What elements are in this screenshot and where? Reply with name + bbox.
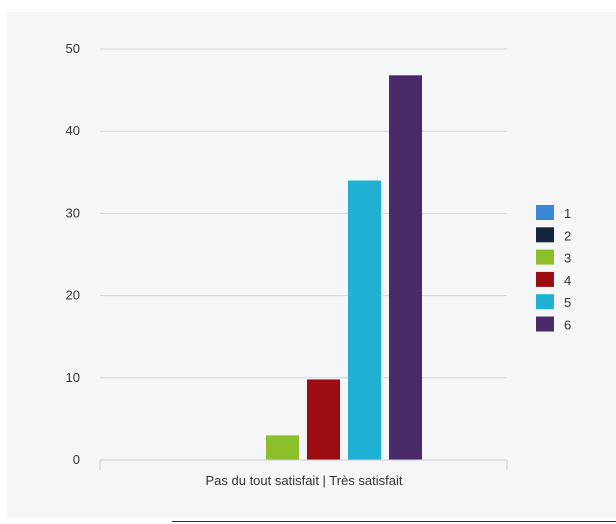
- legend-label-4: 4: [564, 273, 571, 288]
- bar-series-5: [348, 180, 381, 460]
- bar-series-3: [266, 435, 299, 460]
- y-tick-label: 40: [66, 123, 80, 138]
- y-tick-label: 10: [66, 370, 80, 385]
- y-tick-label: 30: [66, 205, 80, 220]
- legend: 1 2 3 4 5 6: [536, 205, 571, 333]
- y-axis-ticks: 0 10 20 30 40 50: [66, 41, 80, 467]
- legend-label-3: 3: [564, 251, 571, 266]
- legend-swatch-1: [536, 205, 554, 220]
- legend-label-6: 6: [564, 318, 571, 333]
- x-category-label: Pas du tout satisfait | Très satisfait: [205, 473, 402, 488]
- legend-swatch-6: [536, 316, 554, 332]
- y-tick-label: 50: [66, 41, 80, 56]
- y-tick-label: 20: [66, 288, 80, 303]
- legend-swatch-4: [536, 271, 554, 287]
- legend-swatch-5: [536, 294, 554, 310]
- bar-series-6: [389, 75, 422, 460]
- grid-lines: [100, 48, 507, 379]
- legend-label-5: 5: [564, 295, 571, 310]
- legend-label-2: 2: [564, 228, 571, 243]
- legend-swatch-2: [536, 227, 554, 243]
- x-axis: Pas du tout satisfait | Très satisfait: [99, 459, 508, 488]
- bar-series-4: [307, 379, 340, 460]
- legend-swatch-3: [536, 249, 554, 265]
- bottom-divider: [172, 521, 616, 522]
- y-tick-label: 0: [73, 452, 80, 467]
- legend-label-1: 1: [564, 206, 571, 221]
- bars: [266, 75, 422, 460]
